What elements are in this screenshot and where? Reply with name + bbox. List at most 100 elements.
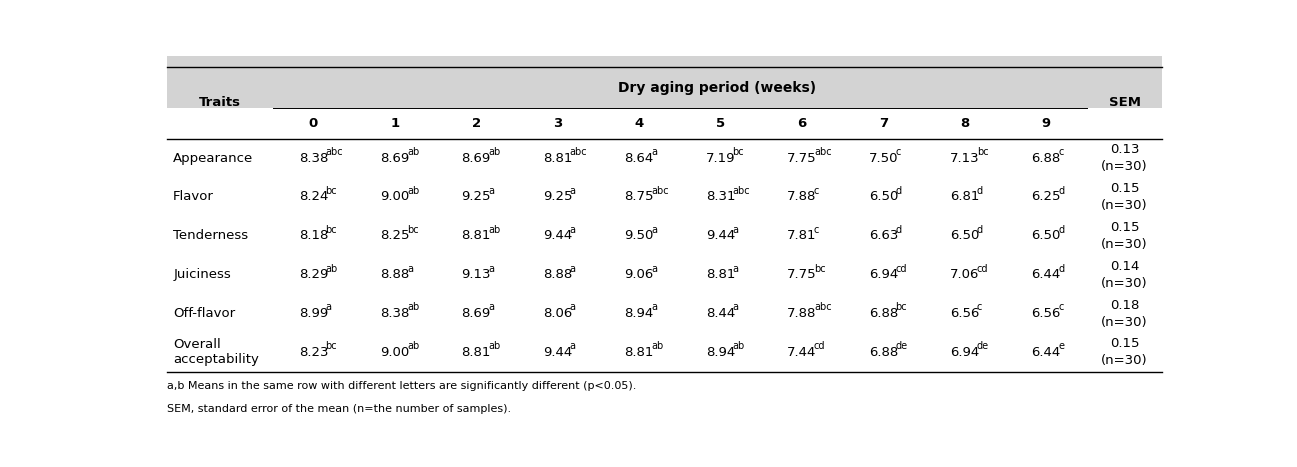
Bar bbox=[167, 36, 1162, 108]
Text: abc: abc bbox=[326, 147, 344, 157]
Text: d: d bbox=[895, 225, 901, 235]
Text: a: a bbox=[407, 263, 412, 274]
Text: Flavor: Flavor bbox=[174, 191, 214, 204]
Text: 8.99: 8.99 bbox=[298, 307, 328, 320]
Text: 9.06: 9.06 bbox=[624, 268, 654, 281]
Text: 6.88: 6.88 bbox=[869, 307, 898, 320]
Text: a: a bbox=[326, 303, 332, 312]
Text: a: a bbox=[488, 303, 494, 312]
Text: 7.50: 7.50 bbox=[869, 152, 898, 165]
Text: 7.81: 7.81 bbox=[787, 229, 817, 242]
Text: 6.88: 6.88 bbox=[869, 346, 898, 359]
Text: bc: bc bbox=[326, 341, 337, 351]
Text: SEM: SEM bbox=[1109, 96, 1140, 109]
Text: 7.75: 7.75 bbox=[787, 152, 817, 165]
Text: ab: ab bbox=[326, 263, 337, 274]
Text: ab: ab bbox=[488, 225, 501, 235]
Text: 8.38: 8.38 bbox=[380, 307, 410, 320]
Text: 2: 2 bbox=[472, 117, 481, 130]
Text: d: d bbox=[895, 186, 901, 196]
Text: 8.69: 8.69 bbox=[462, 307, 490, 320]
Text: d: d bbox=[977, 186, 983, 196]
Text: 0: 0 bbox=[309, 117, 318, 130]
Text: Dry aging period (weeks): Dry aging period (weeks) bbox=[619, 80, 817, 94]
Text: d: d bbox=[1058, 225, 1065, 235]
Text: Juiciness: Juiciness bbox=[174, 268, 231, 281]
Text: Overall
acceptability: Overall acceptability bbox=[174, 339, 259, 366]
Text: 8.88: 8.88 bbox=[380, 268, 410, 281]
Text: 9.25: 9.25 bbox=[462, 191, 492, 204]
Text: 4: 4 bbox=[634, 117, 643, 130]
Text: bc: bc bbox=[895, 303, 907, 312]
Text: 8.23: 8.23 bbox=[298, 346, 328, 359]
Text: 7.13: 7.13 bbox=[949, 152, 979, 165]
Text: a: a bbox=[569, 303, 576, 312]
Text: Appearance: Appearance bbox=[174, 152, 253, 165]
Text: a,b Means in the same row with different letters are significantly different (p<: a,b Means in the same row with different… bbox=[167, 381, 637, 391]
Text: 8.81: 8.81 bbox=[543, 152, 572, 165]
Text: 7.06: 7.06 bbox=[951, 268, 979, 281]
Text: 9.50: 9.50 bbox=[624, 229, 654, 242]
Text: a: a bbox=[569, 341, 576, 351]
Text: 3: 3 bbox=[553, 117, 563, 130]
Text: 9: 9 bbox=[1041, 117, 1051, 130]
Text: Tenderness: Tenderness bbox=[174, 229, 248, 242]
Text: 8.69: 8.69 bbox=[380, 152, 410, 165]
Text: 8.64: 8.64 bbox=[624, 152, 654, 165]
Text: 8.44: 8.44 bbox=[706, 307, 735, 320]
Text: 6.56: 6.56 bbox=[1031, 307, 1061, 320]
Text: 7.88: 7.88 bbox=[787, 191, 817, 204]
Text: bc: bc bbox=[326, 186, 337, 196]
Text: 8.94: 8.94 bbox=[624, 307, 654, 320]
Text: 8.31: 8.31 bbox=[706, 191, 735, 204]
Text: abc: abc bbox=[733, 186, 750, 196]
Text: 8.88: 8.88 bbox=[543, 268, 572, 281]
Text: a: a bbox=[488, 263, 494, 274]
Text: 8.75: 8.75 bbox=[624, 191, 654, 204]
Text: 8.25: 8.25 bbox=[380, 229, 410, 242]
Text: cd: cd bbox=[895, 263, 907, 274]
Text: 0.15
(n=30): 0.15 (n=30) bbox=[1101, 182, 1148, 212]
Text: Traits: Traits bbox=[198, 96, 241, 109]
Text: 8.94: 8.94 bbox=[706, 346, 735, 359]
Text: 6.81: 6.81 bbox=[951, 191, 979, 204]
Text: 6.50: 6.50 bbox=[951, 229, 979, 242]
Text: cd: cd bbox=[977, 263, 988, 274]
Text: 9.25: 9.25 bbox=[543, 191, 572, 204]
Text: 6.50: 6.50 bbox=[1031, 229, 1061, 242]
Text: c: c bbox=[815, 225, 820, 235]
Text: 9.13: 9.13 bbox=[462, 268, 492, 281]
Text: ab: ab bbox=[407, 147, 419, 157]
Text: 9.00: 9.00 bbox=[380, 346, 410, 359]
Text: 8.18: 8.18 bbox=[298, 229, 328, 242]
Text: a: a bbox=[651, 147, 658, 157]
Text: bc: bc bbox=[407, 225, 419, 235]
Text: 0.15
(n=30): 0.15 (n=30) bbox=[1101, 337, 1148, 368]
Text: d: d bbox=[977, 225, 983, 235]
Text: cd: cd bbox=[815, 341, 825, 351]
Text: 9.44: 9.44 bbox=[543, 229, 572, 242]
Text: 0.18
(n=30): 0.18 (n=30) bbox=[1101, 298, 1148, 328]
Text: 6.56: 6.56 bbox=[951, 307, 979, 320]
Text: ab: ab bbox=[488, 147, 501, 157]
Text: 6.94: 6.94 bbox=[951, 346, 979, 359]
Text: 9.44: 9.44 bbox=[706, 229, 735, 242]
Text: a: a bbox=[733, 225, 738, 235]
Text: 7: 7 bbox=[879, 117, 888, 130]
Text: abc: abc bbox=[815, 147, 831, 157]
Text: a: a bbox=[569, 186, 576, 196]
Text: a: a bbox=[733, 263, 738, 274]
Text: 9.00: 9.00 bbox=[380, 191, 410, 204]
Text: c: c bbox=[977, 303, 982, 312]
Text: 7.88: 7.88 bbox=[787, 307, 817, 320]
Text: a: a bbox=[488, 186, 494, 196]
Text: 7.44: 7.44 bbox=[787, 346, 817, 359]
Text: d: d bbox=[1058, 186, 1065, 196]
Text: 8.81: 8.81 bbox=[462, 229, 492, 242]
Text: c: c bbox=[895, 147, 901, 157]
Text: 8.29: 8.29 bbox=[298, 268, 328, 281]
Text: ab: ab bbox=[407, 186, 419, 196]
Text: de: de bbox=[977, 341, 988, 351]
Text: a: a bbox=[651, 225, 658, 235]
Text: abc: abc bbox=[815, 303, 831, 312]
